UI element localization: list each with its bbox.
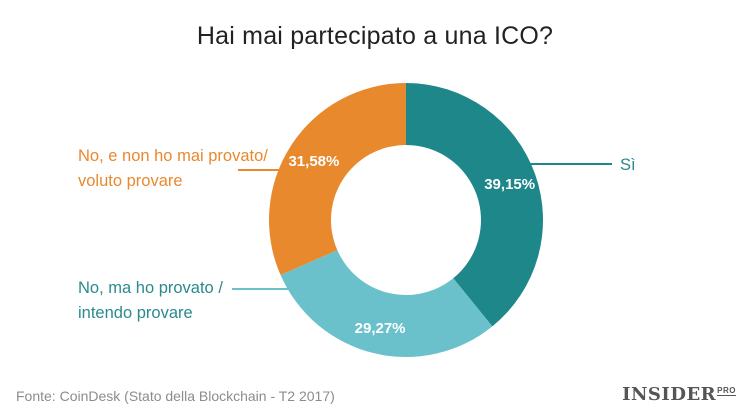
legend-label-no-mai-provato: No, e non ho mai provato/ voluto provare	[78, 144, 278, 194]
label-line-1: No, e non ho mai provato/	[78, 147, 268, 165]
slice-value-label: 31,58%	[288, 153, 339, 170]
label-line-2: voluto provare	[78, 172, 183, 190]
source-note: Fonte: CoinDesk (Stato della Blockchain …	[16, 388, 335, 404]
brand-suffix: PRO	[717, 386, 736, 396]
slice-value-label: 29,27%	[355, 320, 406, 337]
chart-title: Hai mai partecipato a una ICO?	[196, 22, 554, 50]
slice-no-ma-provato	[280, 250, 493, 357]
brand-name: INSIDER	[622, 384, 717, 405]
slice-value-label: 39,15%	[484, 176, 535, 193]
brand-logo: INSIDERPRO	[622, 384, 736, 405]
slice-no-mai-provato	[269, 83, 406, 276]
legend-label-si: Sì	[620, 156, 636, 174]
label-line-2: intendo provare	[78, 304, 193, 322]
slice-si	[406, 83, 543, 327]
legend-label-no-ma-provato: No, ma ho provato / intendo provare	[78, 276, 278, 326]
label-line-1: No, ma ho provato /	[78, 279, 223, 297]
